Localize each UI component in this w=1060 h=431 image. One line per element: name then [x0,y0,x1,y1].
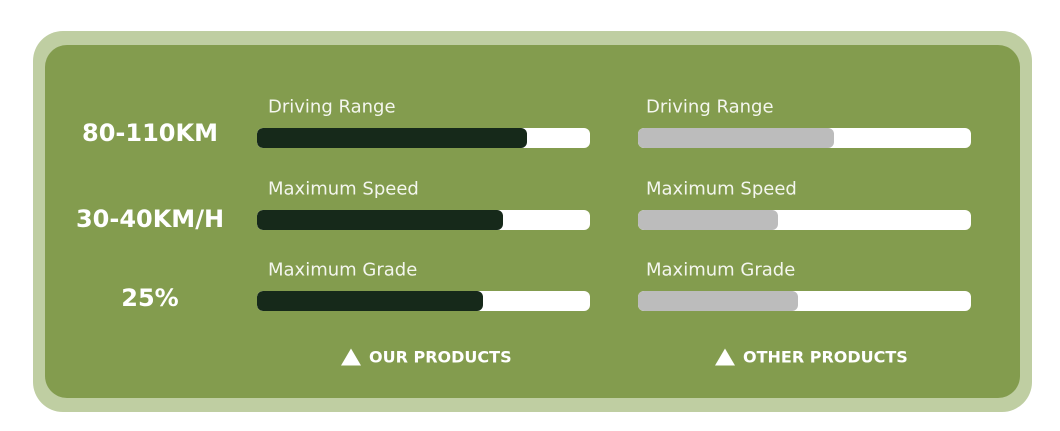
spec-value: 30-40KM/H [75,205,225,233]
other-product-bar-fill [638,128,835,148]
triangle-up-icon [715,348,735,366]
legend-our-products: OUR PRODUCTS [341,348,512,367]
other-product-bar-fill [638,210,778,230]
spec-value: 80-110KM [82,119,218,147]
legend-label: OUR PRODUCTS [369,347,512,367]
spec-label-ours: Driving Range [268,96,396,118]
spec-label-ours: Maximum Speed [268,178,419,200]
other-product-bar [638,210,971,230]
legend-other-products: OTHER PRODUCTS [715,348,908,367]
other-product-bar [638,128,971,148]
our-product-bar-fill [257,128,527,148]
spec-label-other: Driving Range [646,96,774,118]
spec-label-other: Maximum Grade [646,259,796,281]
our-product-bar-fill [257,210,504,230]
legend-label: OTHER PRODUCTS [743,347,908,367]
our-product-bar [257,210,590,230]
spec-label-other: Maximum Speed [646,178,797,200]
our-product-bar-fill [257,291,484,311]
other-product-bar [638,291,971,311]
our-product-bar [257,291,590,311]
spec-value: 25% [121,284,179,312]
our-product-bar [257,128,590,148]
triangle-up-icon [341,348,361,366]
spec-label-ours: Maximum Grade [268,259,418,281]
other-product-bar-fill [638,291,798,311]
